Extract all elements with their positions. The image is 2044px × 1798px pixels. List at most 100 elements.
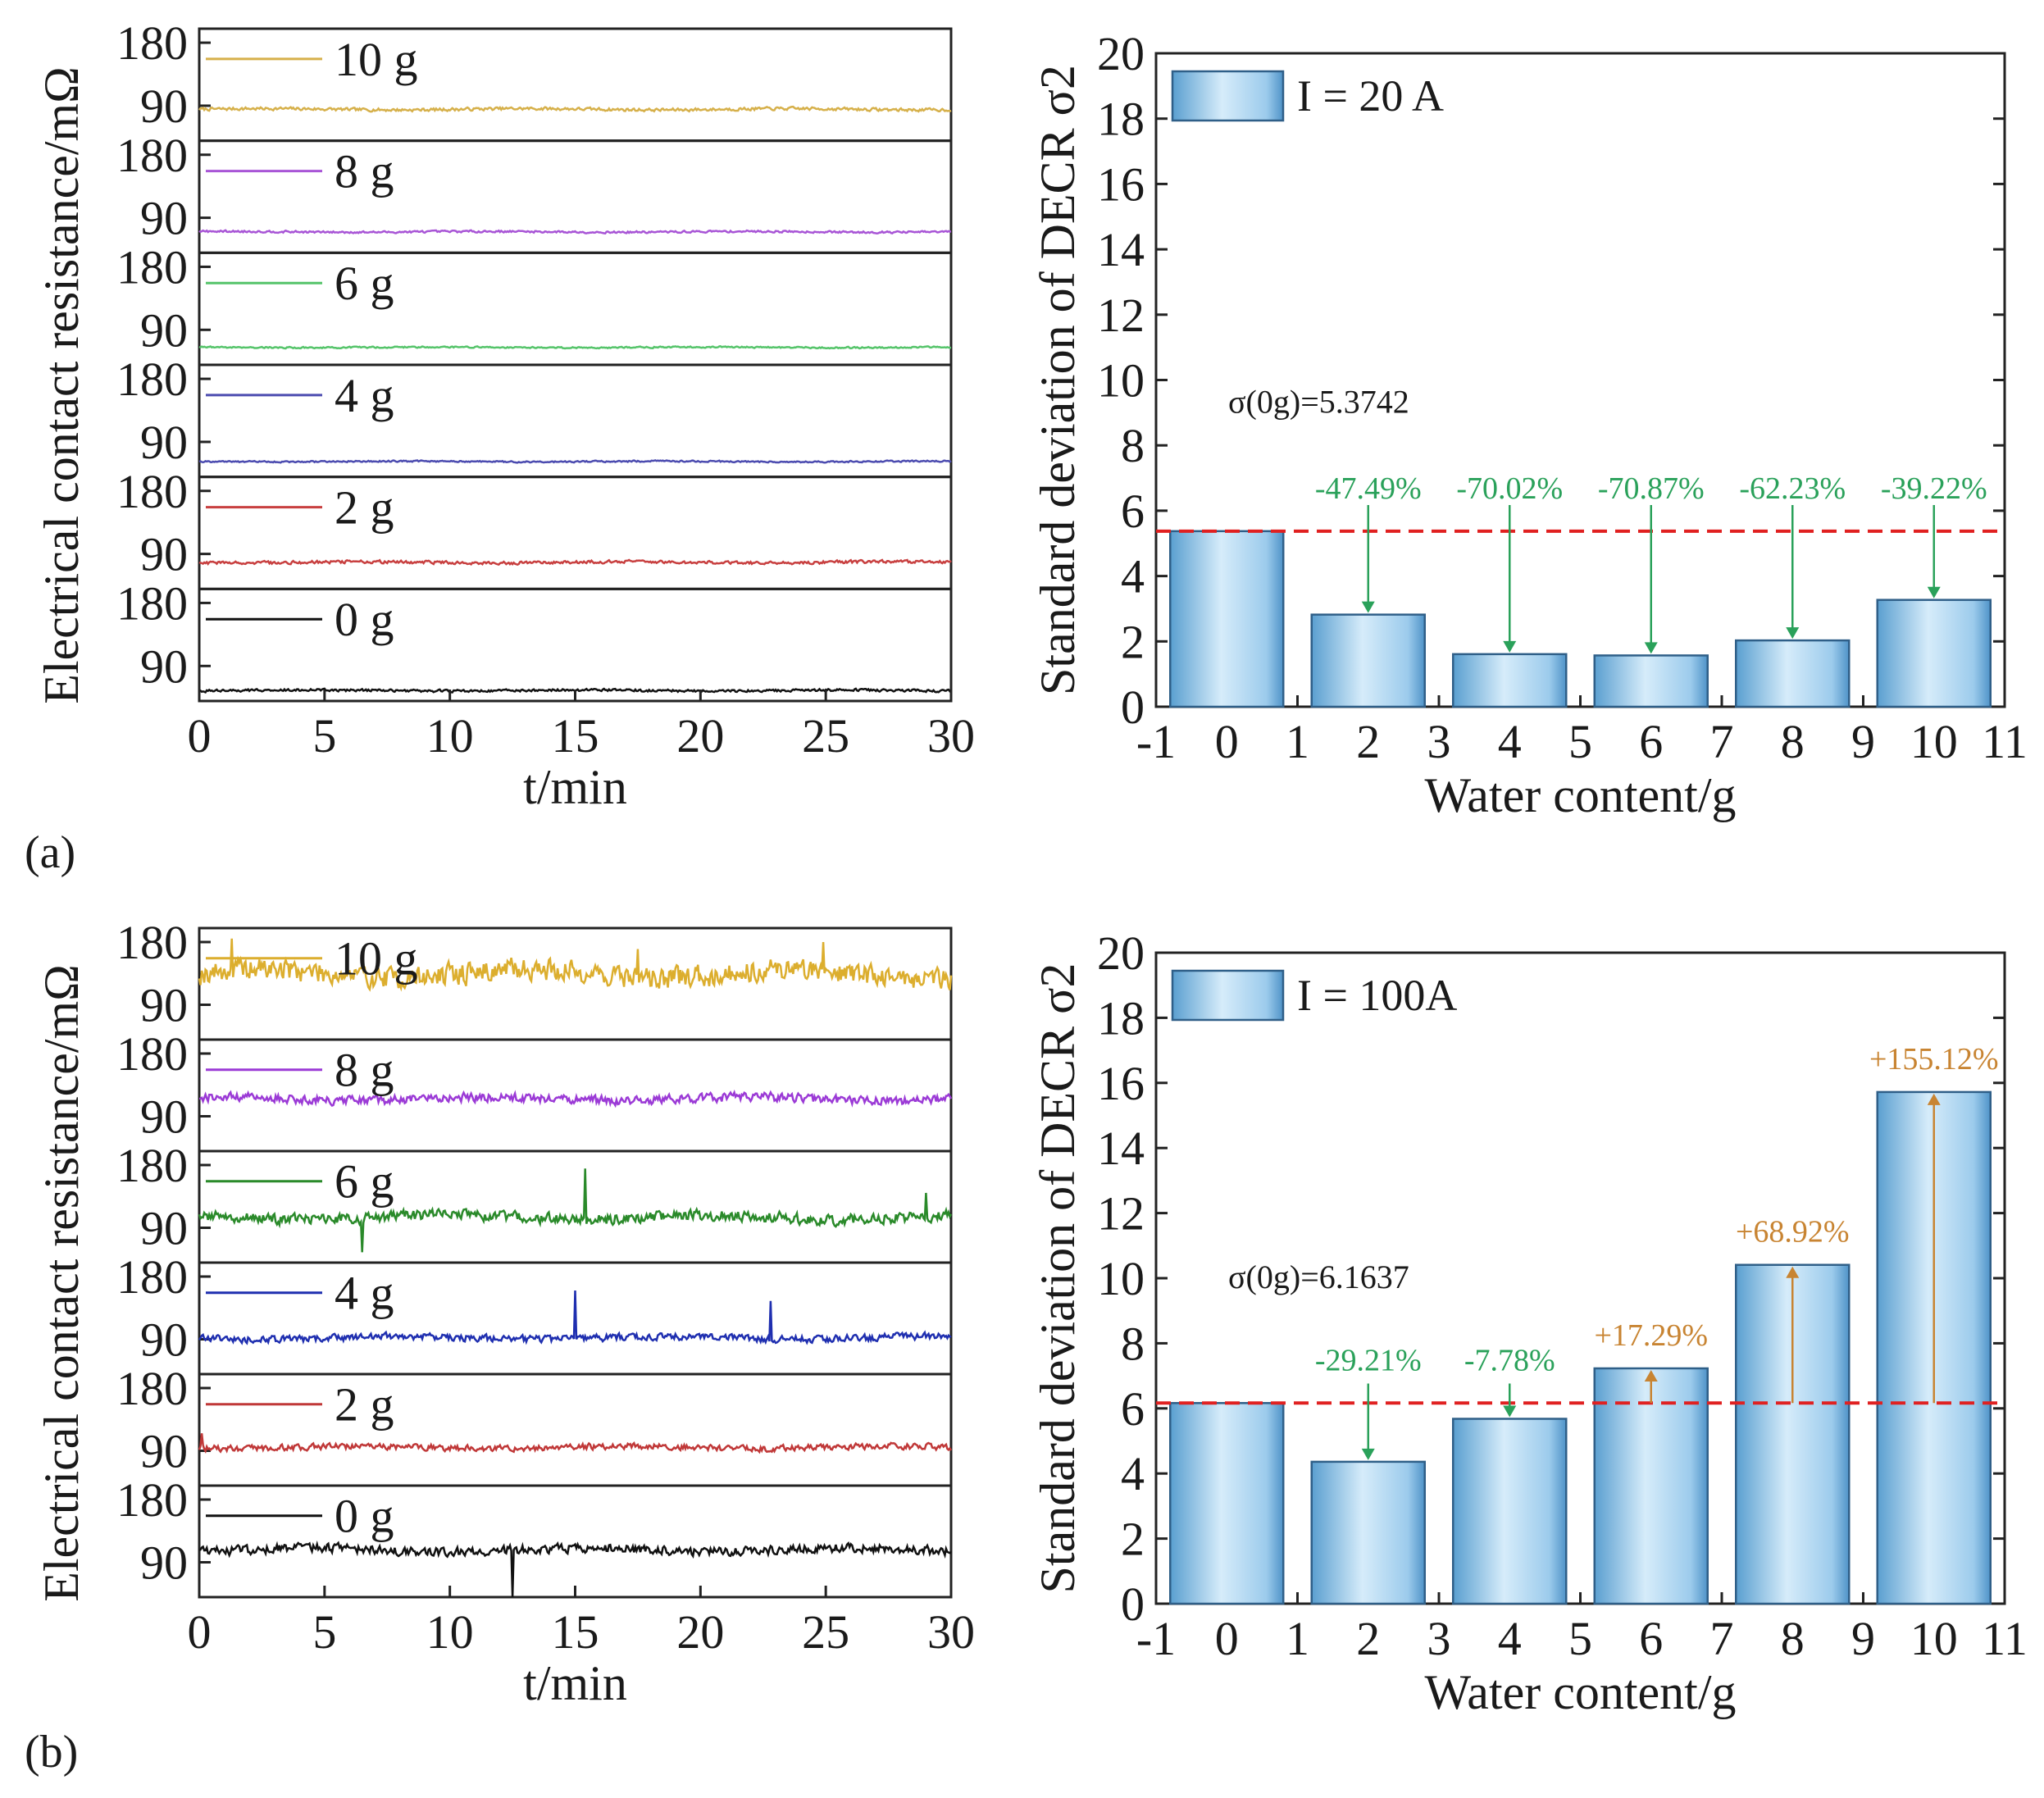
y-axis-title: Electrical contact resistance/mΩ — [34, 964, 89, 1602]
change-arrow-head — [1361, 1448, 1375, 1460]
x-axis-title: t/min — [523, 1656, 627, 1710]
trace-series-8g — [198, 229, 952, 235]
trace-label: 6 g — [335, 1155, 394, 1209]
y-tick-label: 90 — [140, 416, 188, 469]
y-tick-label: 90 — [140, 640, 188, 693]
trace-label: 8 g — [335, 1044, 394, 1097]
bar-2g — [1310, 1460, 1426, 1605]
panel-label-a: (a) — [25, 827, 75, 878]
y-tick-label: 0 — [1121, 681, 1145, 734]
x-tick-label: 9 — [1851, 1612, 1875, 1665]
panel-label-b: (b) — [25, 1727, 78, 1778]
y-tick-label: 4 — [1121, 550, 1145, 603]
y-tick-label: 20 — [1097, 926, 1145, 980]
y-tick-label: 90 — [140, 1090, 188, 1144]
reference-sigma-label: σ(0g)=6.1637 — [1228, 1259, 1409, 1295]
y-tick-label: 16 — [1097, 1057, 1145, 1110]
y-tick-label: 2 — [1121, 615, 1145, 668]
y-tick-label: 16 — [1097, 157, 1145, 211]
change-arrow-head — [1503, 640, 1517, 653]
bar-10g — [1876, 599, 1992, 708]
y-tick-label: 180 — [116, 240, 188, 294]
change-percent-label: -70.02% — [1456, 471, 1563, 506]
trace-strip-frame — [198, 1149, 953, 1264]
y-tick-label: 90 — [140, 1202, 188, 1255]
trace-label: 4 g — [335, 1267, 394, 1320]
x-tick-label: -1 — [1136, 715, 1176, 768]
x-tick-label: 4 — [1498, 715, 1522, 768]
y-axis-title: Standard deviation of DECR σ2 — [1031, 963, 1085, 1594]
x-tick-label: -1 — [1136, 1612, 1176, 1665]
x-tick-label: 5 — [1568, 715, 1592, 768]
x-tick-label: 10 — [1910, 1612, 1958, 1665]
y-tick-label: 14 — [1097, 223, 1145, 276]
y-tick-label: 180 — [116, 16, 188, 70]
x-tick-label: 10 — [426, 1605, 474, 1659]
x-tick-label: 25 — [802, 1605, 849, 1659]
x-tick-label: 15 — [552, 1605, 599, 1659]
y-tick-label: 180 — [116, 1362, 188, 1415]
x-tick-label: 0 — [188, 1605, 212, 1659]
x-tick-label: 5 — [312, 709, 336, 762]
trace-series-2g — [198, 558, 952, 567]
y-tick-label: 90 — [140, 979, 188, 1032]
change-percent-label: -70.87% — [1598, 471, 1705, 506]
trace-series-4g — [198, 459, 952, 464]
y-tick-label: 4 — [1121, 1447, 1145, 1500]
trace-series-4g — [198, 1290, 952, 1345]
x-tick-label: 5 — [1568, 1612, 1592, 1665]
y-axis-title: Standard deviation of DECR σ2 — [1031, 65, 1085, 695]
x-tick-label: 1 — [1286, 1612, 1309, 1665]
y-tick-label: 18 — [1097, 93, 1145, 146]
y-tick-label: 2 — [1121, 1513, 1145, 1566]
y-tick-label: 180 — [116, 1473, 188, 1527]
trace-series-6g — [198, 1168, 953, 1253]
legend-swatch — [1171, 969, 1285, 1022]
trace-label: 6 g — [335, 257, 394, 310]
y-tick-label: 12 — [1097, 289, 1145, 342]
x-tick-label: 11 — [1982, 715, 2028, 768]
legend-label: I = 20 A — [1297, 71, 1444, 121]
change-arrow-head — [1927, 586, 1941, 599]
change-percent-label: -62.23% — [1739, 471, 1846, 506]
trace-label: 2 g — [335, 1378, 394, 1432]
x-tick-label: 30 — [927, 1605, 975, 1659]
y-tick-label: 180 — [116, 576, 188, 630]
change-percent-label: -47.49% — [1315, 471, 1422, 506]
x-axis-title: Water content/g — [1424, 1665, 1736, 1719]
y-tick-label: 14 — [1097, 1122, 1145, 1175]
change-arrow-head — [1644, 642, 1658, 654]
change-percent-label: -7.78% — [1464, 1343, 1555, 1377]
trace-strip-frame — [198, 139, 953, 254]
y-tick-label: 10 — [1097, 1252, 1145, 1305]
x-tick-label: 10 — [1910, 715, 1958, 768]
x-tick-label: 0 — [1215, 1612, 1239, 1665]
y-tick-label: 180 — [116, 129, 188, 182]
y-axis-title: Electrical contact resistance/mΩ — [34, 66, 89, 704]
y-tick-label: 180 — [116, 353, 188, 406]
trace-label: 0 g — [335, 1490, 394, 1543]
trace-strip-frame — [198, 926, 953, 1041]
x-tick-label: 9 — [1851, 715, 1875, 768]
reference-sigma-label: σ(0g)=5.3742 — [1228, 383, 1409, 420]
x-tick-label: 2 — [1356, 715, 1380, 768]
trace-label: 10 g — [335, 33, 418, 86]
x-tick-label: 20 — [676, 1605, 724, 1659]
x-tick-label: 8 — [1781, 715, 1805, 768]
change-percent-label: -29.21% — [1315, 1343, 1422, 1377]
x-tick-label: 3 — [1427, 715, 1451, 768]
change-percent-label: -39.22% — [1881, 471, 1987, 506]
x-tick-label: 15 — [552, 709, 599, 762]
y-tick-label: 90 — [140, 192, 188, 245]
x-tick-label: 7 — [1710, 715, 1734, 768]
x-tick-label: 0 — [1215, 715, 1239, 768]
bar-4g — [1452, 653, 1568, 708]
y-tick-label: 0 — [1121, 1577, 1145, 1631]
trace-series-6g — [198, 344, 951, 350]
y-tick-label: 6 — [1121, 485, 1145, 538]
bar-0g — [1169, 1402, 1285, 1605]
y-tick-label: 180 — [116, 1027, 188, 1081]
y-tick-label: 90 — [140, 80, 188, 133]
